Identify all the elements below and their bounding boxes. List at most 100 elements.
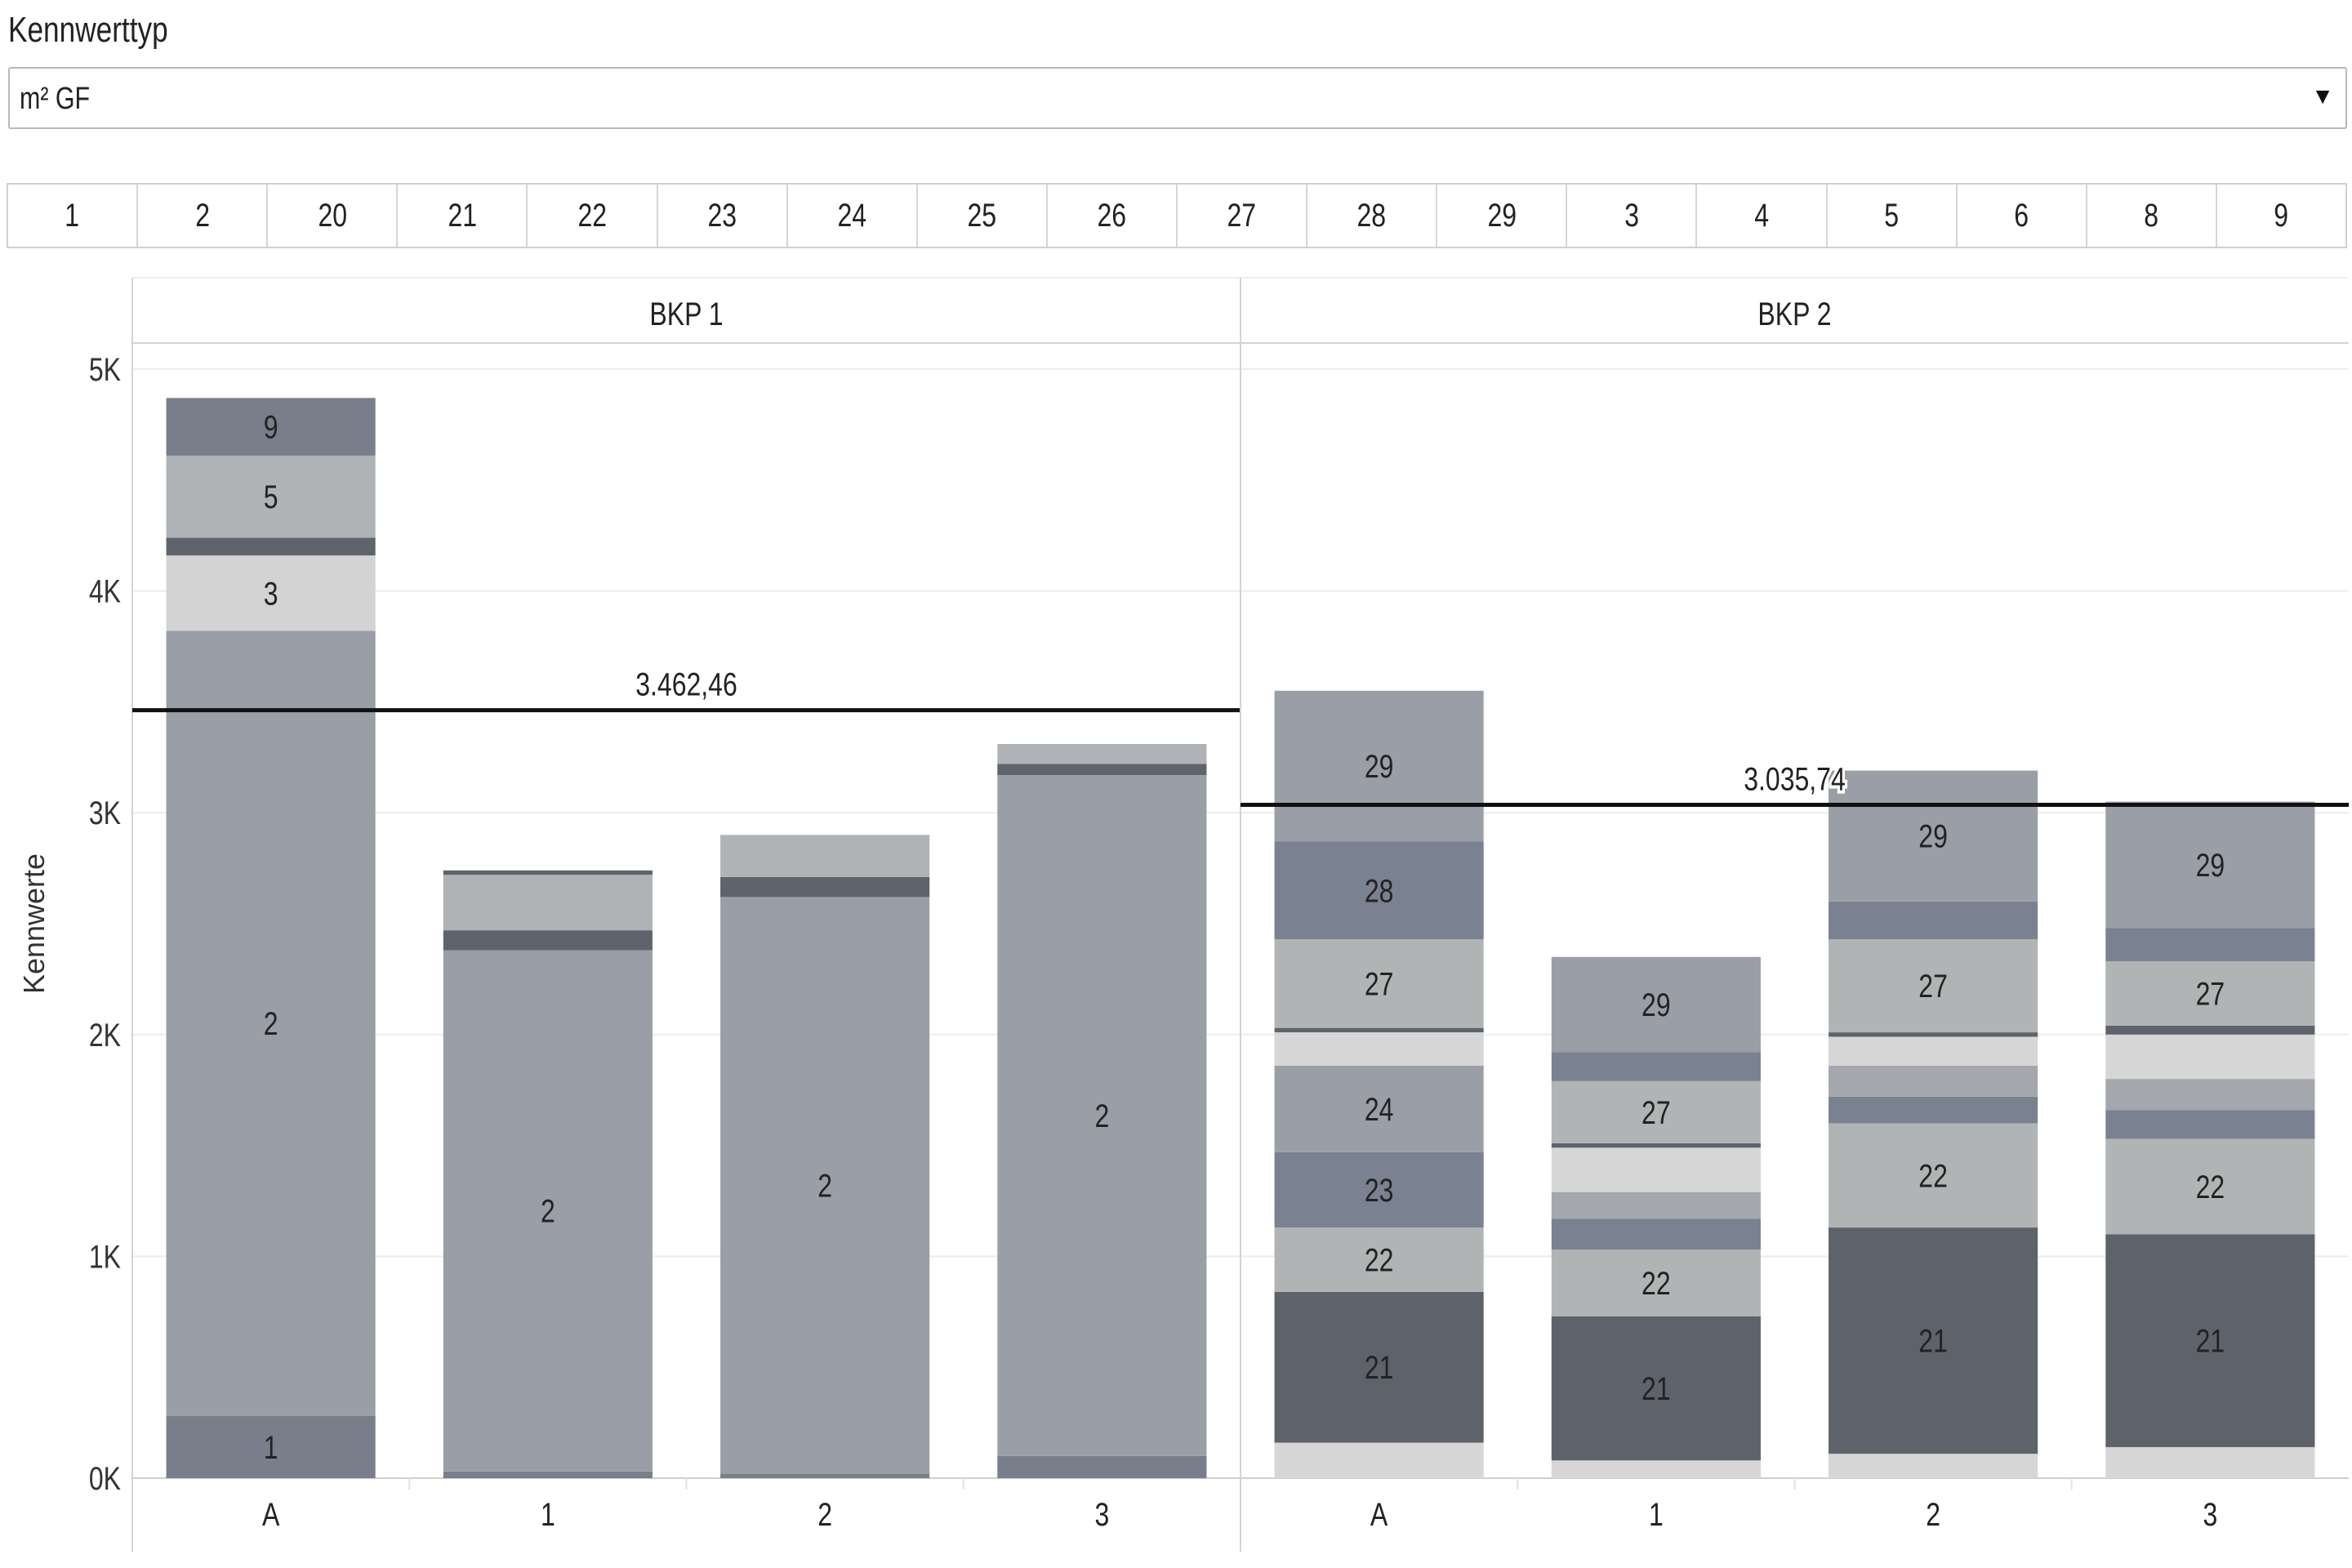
bar-segment	[997, 1455, 1207, 1478]
bar-segment	[1274, 1442, 1484, 1478]
bar-segment	[720, 835, 930, 877]
bar-segment	[1274, 1027, 1484, 1033]
filter-chip[interactable]: 4	[1697, 185, 1828, 247]
x-tick-label: 3	[2203, 1496, 2217, 1533]
panel-header: BKP 1	[649, 296, 723, 332]
bar-segment	[166, 455, 376, 538]
filter-chip[interactable]: 21	[398, 185, 528, 247]
y-tick-label: 0K	[89, 1460, 121, 1497]
x-tick-label: 2	[1926, 1496, 1940, 1533]
bar-segment	[1551, 1218, 1761, 1250]
bar-segment	[166, 630, 376, 1416]
bar-segment	[720, 897, 930, 1474]
y-tick-label: 1K	[89, 1238, 121, 1275]
filter-chip[interactable]: 5	[1828, 185, 1958, 247]
bar-segment	[997, 764, 1207, 776]
filter-chip-label: 28	[1356, 197, 1387, 234]
y-tick-label: 5K	[89, 351, 121, 388]
bar-segment	[166, 398, 376, 456]
filter-chip-label: 3	[1624, 197, 1639, 234]
bar-segment	[1274, 1065, 1484, 1152]
filter-chip[interactable]: 6	[1958, 185, 2087, 247]
segment-label: 22	[2196, 1168, 2225, 1205]
bar-segment	[166, 537, 376, 556]
filter-chip-label: 20	[317, 197, 347, 234]
filter-chip[interactable]: 26	[1048, 185, 1178, 247]
segment-label: 22	[1365, 1241, 1394, 1278]
bar-segment	[443, 870, 653, 875]
x-tick-label: A	[262, 1496, 280, 1533]
filter-chip-label: 1	[65, 197, 80, 234]
x-tick-label: 1	[541, 1496, 555, 1533]
y-axis-title: Kennwerte	[17, 853, 51, 994]
bar-segment	[443, 875, 653, 931]
filter-chip[interactable]: 23	[658, 185, 788, 247]
bar-segment	[1829, 1123, 2038, 1228]
segment-label: 27	[1365, 965, 1394, 1002]
segment-label: 29	[1642, 987, 1671, 1023]
bar-segment	[166, 1415, 376, 1478]
filter-chip-label: 8	[2144, 197, 2159, 234]
segment-label: 22	[1642, 1265, 1671, 1302]
filter-chip[interactable]: 2	[138, 185, 269, 247]
filter-chip[interactable]: 1	[8, 185, 139, 247]
segment-label: 27	[1918, 968, 1948, 1004]
bar-segment	[1829, 1227, 2038, 1454]
bar-segment	[997, 775, 1207, 1456]
x-tick-label: 1	[1649, 1496, 1664, 1533]
filter-chip[interactable]: 24	[788, 185, 918, 247]
bar-segment	[1551, 956, 1761, 1053]
bar-segment	[1551, 1080, 1761, 1143]
select-value: m² GF	[20, 82, 91, 116]
bar-segment	[1829, 1032, 2038, 1037]
filter-chip[interactable]: 8	[2087, 185, 2217, 247]
filter-chip[interactable]: 25	[918, 185, 1048, 247]
filter-chip[interactable]: 22	[528, 185, 658, 247]
segment-label: 9	[264, 408, 278, 445]
segment-label: 29	[2196, 847, 2225, 884]
bar-segment	[1551, 1147, 1761, 1192]
filter-chip[interactable]: 28	[1307, 185, 1438, 247]
y-tick-label: 4K	[89, 572, 121, 609]
y-tick-label: 3K	[89, 795, 121, 831]
segment-label: 29	[1918, 817, 1948, 854]
filter-chip[interactable]: 3	[1567, 185, 1698, 247]
bar-segment	[2105, 1138, 2315, 1235]
segment-label: 21	[1365, 1349, 1394, 1386]
filter-chip[interactable]: 27	[1178, 185, 1308, 247]
filter-chip[interactable]: 20	[268, 185, 399, 247]
bar-segment	[2105, 961, 2315, 1026]
bar-segment	[1274, 1227, 1484, 1292]
kennwerttyp-select[interactable]: m² GF ▼	[8, 67, 2347, 129]
bar-segment	[1829, 939, 2038, 1033]
bar-segment	[1551, 1052, 1761, 1081]
filter-chip[interactable]: 9	[2217, 185, 2345, 247]
x-tick-label: 3	[1094, 1496, 1109, 1533]
x-tick-label: 2	[817, 1496, 832, 1533]
filter-chip[interactable]: 29	[1437, 185, 1568, 247]
filter-chip-label: 6	[2014, 197, 2029, 234]
bar-segment	[1551, 1316, 1761, 1461]
x-tick-label: A	[1370, 1496, 1388, 1533]
bar-segment	[2105, 1079, 2315, 1111]
triangle-down-icon[interactable]: ▼	[2311, 83, 2334, 109]
segment-label: 28	[1365, 872, 1394, 909]
segment-label: 2	[817, 1167, 832, 1204]
bar-segment	[1551, 1143, 1761, 1148]
bar-segment	[1551, 1250, 1761, 1316]
segment-label: 22	[1918, 1157, 1948, 1194]
segment-label: 2	[541, 1192, 555, 1229]
filter-chip-label: 27	[1227, 197, 1257, 234]
segment-label: 21	[1642, 1370, 1671, 1407]
bar-segment	[2105, 801, 2315, 929]
filter-chip-label: 5	[1884, 197, 1899, 234]
bar-segment	[443, 1471, 653, 1478]
filter-chip-label: 23	[707, 197, 737, 234]
filter-chip-label: 25	[967, 197, 997, 234]
y-tick-label: 2K	[89, 1016, 121, 1053]
filter-chip-label: 2	[194, 197, 210, 234]
bar-segment	[2105, 1446, 2315, 1478]
filter-chip-label: 26	[1097, 197, 1127, 234]
reference-line-label: 3.035,74	[1744, 760, 1846, 797]
